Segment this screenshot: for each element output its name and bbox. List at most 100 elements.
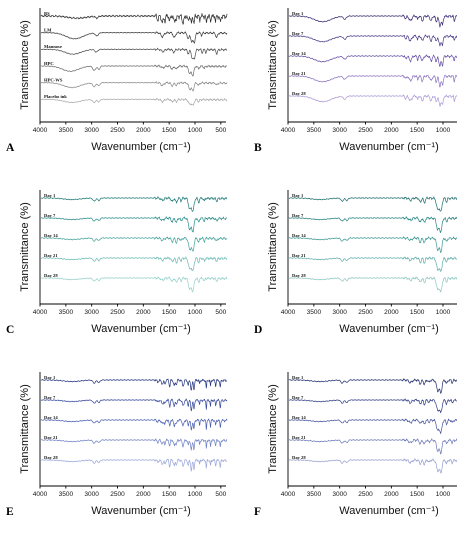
x-tick-label: 2500 xyxy=(358,127,373,134)
spectrum-line xyxy=(288,94,457,107)
series-label: HPC-WS xyxy=(44,77,63,82)
x-tick-label: 2500 xyxy=(110,127,125,134)
series-label: Day 21 xyxy=(292,71,306,76)
series-label: Day 14 xyxy=(292,233,306,238)
x-tick-label: 3000 xyxy=(84,127,99,134)
spectrum-line xyxy=(288,196,457,212)
spectrum-line xyxy=(40,196,228,212)
x-axis-label: Wavenumber (cm⁻¹) xyxy=(91,505,191,517)
x-tick-label: 1500 xyxy=(162,309,177,316)
series-label: Day 28 xyxy=(44,455,58,460)
x-tick-label: 1000 xyxy=(188,491,203,498)
x-tick-label: 500 xyxy=(215,127,226,134)
x-tick-label: 3500 xyxy=(307,309,322,316)
series-label: Day 7 xyxy=(292,31,304,36)
spectrum-line xyxy=(40,13,228,25)
x-axis-label: Wavenumber (cm⁻¹) xyxy=(339,505,439,517)
x-tick-label: 4000 xyxy=(281,309,296,316)
spectrum-line xyxy=(288,74,457,88)
series-label: Mannose xyxy=(44,44,62,49)
series-label: Day 1 xyxy=(292,375,304,380)
y-axis-label: Transmittance (%) xyxy=(19,20,31,109)
series-label: Day 14 xyxy=(44,233,58,238)
series-label: Day 7 xyxy=(44,213,56,218)
spectrum-line xyxy=(40,276,228,293)
x-tick-label: 4000 xyxy=(281,127,296,134)
panel-c: Transmittance (%) 4000 3500 3000 2500 2000 150… xyxy=(6,190,228,336)
spectrum-line xyxy=(40,216,228,233)
spectrum-line xyxy=(40,438,228,451)
panel-letter: F xyxy=(254,506,261,518)
x-tick-label: 3000 xyxy=(332,127,347,134)
spectrum-line xyxy=(288,256,457,272)
spectrum-line xyxy=(288,14,457,28)
x-tick-label: 2000 xyxy=(136,127,151,134)
spectrum-line xyxy=(288,418,457,434)
panel-a: Transmittance (%) 4000 3500 3000 2500 2000 150… xyxy=(6,8,228,154)
spectrum-line xyxy=(40,256,228,271)
x-tick-label: 2000 xyxy=(136,309,151,316)
series-label: Day 1 xyxy=(44,193,56,198)
spectrum-line xyxy=(288,276,457,293)
spectrum-line xyxy=(288,54,457,67)
x-tick-label: 1500 xyxy=(410,309,425,316)
series-label: HPC xyxy=(44,61,54,66)
series-label: Day 14 xyxy=(292,415,306,420)
x-tick-label: 3500 xyxy=(59,309,74,316)
series-label: Day 28 xyxy=(292,91,306,96)
y-axis-label: Transmittance (%) xyxy=(267,20,279,109)
spectrum-line xyxy=(288,34,457,47)
series-label: BS xyxy=(44,11,50,16)
x-tick-label: 2500 xyxy=(110,491,125,498)
series-label: Day 21 xyxy=(44,253,58,258)
series-label: Day 7 xyxy=(292,213,304,218)
x-tick-label: 4000 xyxy=(33,491,48,498)
series-label: Day 28 xyxy=(292,273,306,278)
x-tick-label: 2500 xyxy=(110,309,125,316)
spectrum-line xyxy=(288,458,457,474)
x-tick-label: 3500 xyxy=(307,127,322,134)
spectrum-line xyxy=(40,31,228,44)
x-tick-label: 3500 xyxy=(307,491,322,498)
series-label: LM xyxy=(44,27,52,32)
spectrum-line xyxy=(288,438,457,455)
panel-d: Transmittance (%) 4000 3500 3000 2500 2000 150… xyxy=(254,190,457,336)
spectrum-line xyxy=(40,64,228,77)
x-tick-label: 1500 xyxy=(162,491,177,498)
x-tick-label: 3000 xyxy=(84,309,99,316)
x-tick-label: 2500 xyxy=(358,309,373,316)
panel-letter: B xyxy=(254,142,262,154)
x-tick-label: 1500 xyxy=(410,491,425,498)
spectrum-line xyxy=(40,378,228,391)
panel-f: Transmittance (%) 4000 3500 3000 2500 2000 150… xyxy=(254,372,457,518)
spectrum-line xyxy=(40,418,228,431)
y-axis-label: Transmittance (%) xyxy=(267,384,279,473)
series-label: Day 14 xyxy=(44,415,58,420)
spectrum-line xyxy=(40,81,228,92)
x-tick-label: 1000 xyxy=(436,127,451,134)
x-tick-label: 500 xyxy=(215,309,226,316)
x-tick-label: 3000 xyxy=(332,491,347,498)
panel-b: Transmittance (%) 4000 3500 3000 2500 2000 150… xyxy=(254,8,457,154)
x-axis-label: Wavenumber (cm⁻¹) xyxy=(91,141,191,153)
x-tick-label: 3500 xyxy=(59,491,74,498)
series-label: Day 21 xyxy=(292,253,306,258)
y-axis-label: Transmittance (%) xyxy=(19,202,31,291)
x-tick-label: 3000 xyxy=(332,309,347,316)
series-label: Day 1 xyxy=(292,193,304,198)
spectrum-line xyxy=(40,458,228,472)
x-tick-label: 2000 xyxy=(384,127,399,134)
panel-letter: E xyxy=(6,506,14,518)
spectrum-line xyxy=(40,97,228,106)
series-label: Day 1 xyxy=(44,375,56,380)
x-axis-label: Wavenumber (cm⁻¹) xyxy=(339,141,439,153)
x-tick-label: 1000 xyxy=(436,309,451,316)
spectrum-line xyxy=(288,398,457,414)
series-label: Day 7 xyxy=(292,395,304,400)
x-tick-label: 2500 xyxy=(358,491,373,498)
panel-e: Transmittance (%) 4000 3500 3000 2500 2000 150… xyxy=(6,372,228,518)
x-tick-label: 3000 xyxy=(84,491,99,498)
spectrum-line xyxy=(40,236,228,252)
panel-letter: D xyxy=(254,324,262,336)
